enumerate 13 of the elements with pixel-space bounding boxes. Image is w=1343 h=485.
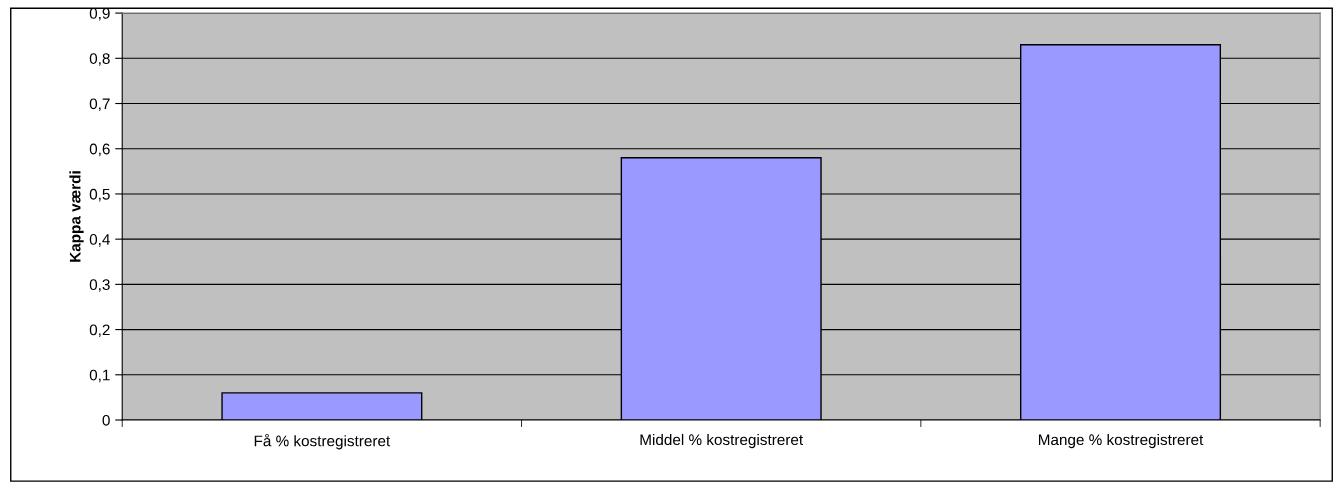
y-tick-label: 0,1 bbox=[89, 369, 110, 383]
y-tick-label: 0,2 bbox=[89, 324, 110, 338]
y-tick-label: 0 bbox=[102, 414, 110, 426]
x-tick-label: Mange % kostregistreret bbox=[1038, 433, 1204, 449]
y-tick-label: 0,8 bbox=[89, 53, 110, 66]
y-axis-title: Kappa værdi bbox=[69, 171, 84, 262]
x-tick-label: Middel % kostregistreret bbox=[640, 433, 804, 449]
y-tick-label: 0,7 bbox=[89, 98, 110, 112]
y-tick-label: 0,3 bbox=[89, 279, 110, 292]
y-tick-label: 0,6 bbox=[89, 143, 110, 157]
y-tick-label: 0,4 bbox=[89, 234, 110, 247]
y-tick-label: 0,5 bbox=[89, 188, 110, 202]
x-tick-label: Få % kostregistreret bbox=[254, 433, 391, 450]
